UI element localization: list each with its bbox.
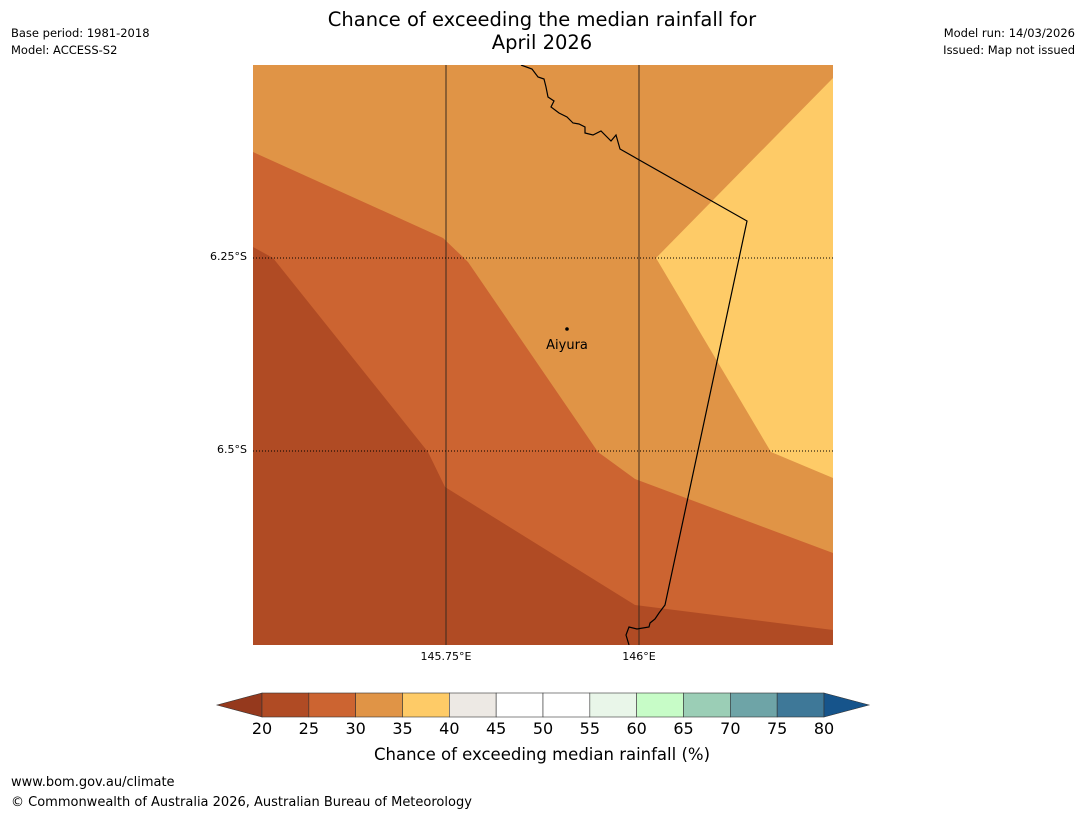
colorbar-label: Chance of exceeding median rainfall (%) [373,745,711,764]
colorbar-segment [261,692,310,718]
colorbar-tick-label: 75 [766,719,788,738]
town-label: Aiyura [546,338,588,353]
colorbar-tick-label: 25 [298,719,319,738]
colorbar-segment [542,692,591,718]
model-run: Model run: 14/03/2026 [943,26,1075,40]
border-line [520,65,748,645]
band-35-40 [656,78,833,478]
colorbar [215,692,871,718]
town-marker [565,327,569,331]
colorbar-segment [355,692,403,718]
colorbar-segment [308,692,356,718]
map-title: Chance of exceeding the median rainfall … [242,8,842,54]
lon-label-145-75: 145.75°E [420,650,472,663]
colorbar-tick-label: 80 [813,719,835,738]
base-period: Base period: 1981-2018 [11,26,150,40]
lon-label-146: 146°E [622,650,656,663]
footer-url[interactable]: www.bom.gov.au/climate [11,775,175,790]
meta-right: Model run: 14/03/2026 Issued: Map not is… [943,25,1075,59]
meta-left: Base period: 1981-2018 Model: ACCESS-S2 [11,25,150,59]
colorbar-tick-label: 65 [673,719,694,738]
colorbar-tick-label: 35 [392,719,413,738]
colorbar-segment [449,692,497,718]
colorbar-segment [589,692,637,718]
colorbar-tick-label: 70 [720,719,741,738]
colorbar-over-arrow [823,692,871,718]
colorbar-segments [261,692,825,718]
footer-copyright: © Commonwealth of Australia 2026, Austra… [11,795,472,810]
model-name: Model: ACCESS-S2 [11,43,118,57]
colorbar-tick-label: 55 [579,719,600,738]
title-line-1: Chance of exceeding the median rainfall … [327,8,757,31]
lat-label-6-25: 6.25°S [210,250,247,263]
colorbar-segment [776,692,825,718]
colorbar-segment [402,692,450,718]
colorbar-under-arrow [215,692,263,718]
colorbar-segment [636,692,684,718]
colorbar-segment [683,692,731,718]
colorbar-tick-label: 45 [485,719,507,738]
lat-label-6-5: 6.5°S [217,443,247,456]
colorbar-segment [730,692,778,718]
title-line-2: April 2026 [491,31,593,54]
rainfall-map: Aiyura [253,65,833,645]
colorbar-tick-label: 20 [251,719,273,738]
colorbar-tick-label: 30 [345,719,366,738]
colorbar-tick-label: 40 [439,719,460,738]
issued-status: Issued: Map not issued [943,43,1075,57]
band-20-25 [253,247,833,645]
colorbar-segment [495,692,544,718]
colorbar-tick-label: 60 [626,719,647,738]
colorbar-tick-label: 50 [532,719,554,738]
